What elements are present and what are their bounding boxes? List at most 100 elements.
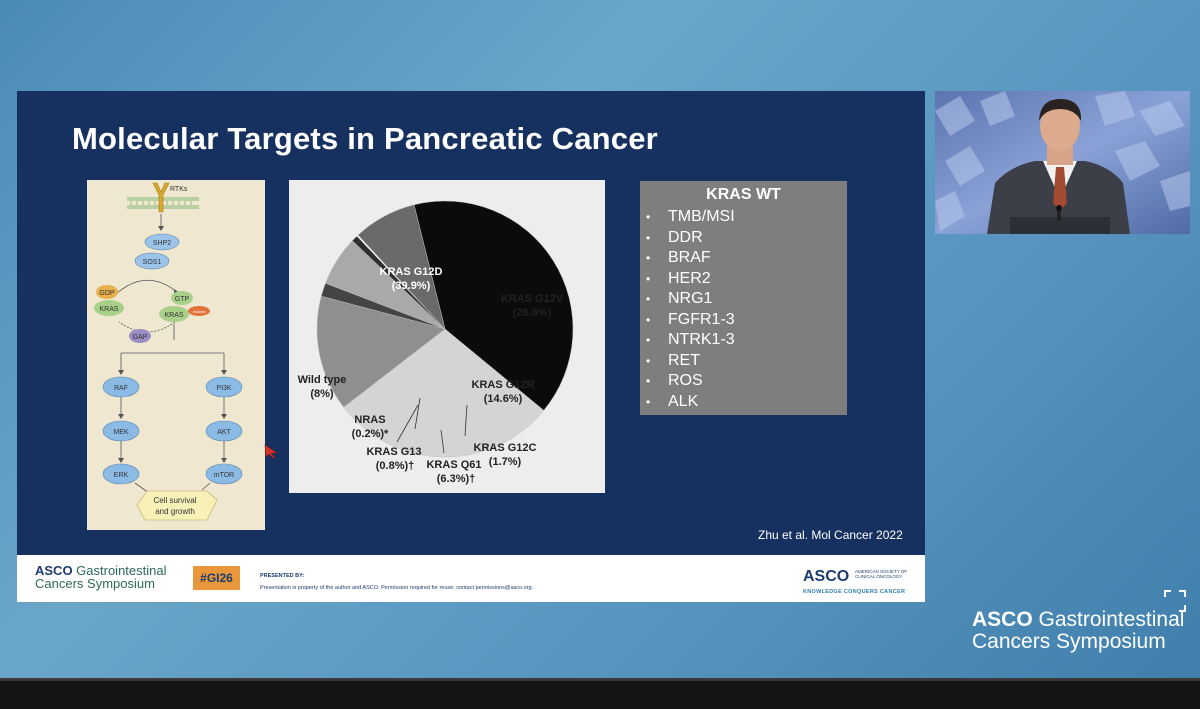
kras-wt-item-label: NTRK1-3 bbox=[668, 331, 735, 348]
erk-node bbox=[102, 463, 140, 485]
pie-label-g12r-name: KRAS G12R bbox=[472, 379, 535, 391]
bullet-icon: • bbox=[646, 210, 651, 224]
outcome-line1: Cell survival bbox=[153, 496, 196, 505]
kras-gdp-label: KRAS bbox=[99, 306, 118, 313]
kras-wt-item-label: FGFR1-3 bbox=[668, 310, 735, 328]
pie-label-q61-name: KRAS Q61 bbox=[426, 459, 481, 471]
kras-pie-chart-panel: KRAS G12D (39.9%) KRAS G12V (28.6%) KRAS… bbox=[289, 180, 605, 493]
pie-label-g12d-name: KRAS G12D bbox=[380, 266, 443, 278]
pie-label-g12r-pct: (14.6%) bbox=[484, 393, 523, 405]
raf-label: RAF bbox=[114, 385, 128, 392]
pie-label-g12v-pct: (28.6%) bbox=[513, 307, 552, 319]
presented-by: PRESENTED BY: bbox=[260, 573, 305, 579]
pie-label-q61-pct: (6.3%)† bbox=[437, 473, 476, 485]
slide-title: Molecular Targets in Pancreatic Cancer bbox=[72, 121, 658, 156]
video-bottom-bar bbox=[0, 678, 1200, 709]
pie-label-wt-pct: (8%) bbox=[310, 388, 334, 400]
kras-wt-item: • DDR bbox=[646, 228, 735, 249]
brand-line2: Cancers Symposium bbox=[972, 630, 1166, 653]
shp2-label: SHP2 bbox=[153, 240, 171, 247]
brand-bold: ASCO bbox=[972, 608, 1033, 631]
kras-wt-item: • NRG1 bbox=[646, 289, 735, 310]
mutant-node bbox=[188, 306, 210, 316]
mtor-label: mTOR bbox=[214, 472, 234, 479]
pie-label-nras-pct: (0.2%)* bbox=[352, 428, 389, 440]
pie-label-wt-name: Wild type bbox=[298, 374, 347, 386]
pie-label-g12c-name: KRAS G12C bbox=[474, 442, 537, 454]
gtp-node bbox=[171, 291, 193, 305]
sos1-label: SOS1 bbox=[143, 259, 162, 266]
bullet-icon: • bbox=[646, 271, 651, 286]
footer-brand-line2: Cancers Symposium bbox=[35, 576, 155, 591]
kras-wt-item: • TMB/MSI bbox=[646, 207, 735, 228]
kras-wt-item: • BRAF bbox=[646, 248, 735, 269]
bullet-icon: • bbox=[646, 353, 651, 368]
kras-pie-chart: KRAS G12D (39.9%) KRAS G12V (28.6%) KRAS… bbox=[298, 200, 574, 485]
pie-label-nras-name: NRAS bbox=[354, 414, 385, 426]
outcome-node bbox=[136, 490, 218, 521]
mek-label: MEK bbox=[113, 429, 129, 436]
kras-wt-item-label: DDR bbox=[668, 228, 703, 246]
kras-wt-item: • RET bbox=[646, 351, 735, 372]
gap-node bbox=[129, 329, 151, 343]
bullet-icon: • bbox=[646, 394, 651, 409]
bullet-icon: • bbox=[646, 312, 651, 327]
pie-slice-kras-g12d bbox=[413, 200, 574, 411]
footer-asco-subtitle: AMERICAN SOCIETY OF CLINICAL ONCOLOGY bbox=[855, 569, 908, 579]
speaker-video bbox=[935, 91, 1190, 234]
kras-wt-title: KRAS WT bbox=[706, 186, 781, 203]
footer-brand-bold: ASCO bbox=[35, 563, 73, 578]
gdp-label: GDP bbox=[99, 290, 115, 297]
rtk-receptor-icon bbox=[152, 182, 170, 213]
brand-line1-rest: Gastrointestinal bbox=[1032, 608, 1185, 631]
kras-wt-list: • TMB/MSI • DDR • BRAF • HER2 • NRG1 • FGFR1-3 • NTRK… bbox=[646, 207, 735, 412]
bullet-icon: • bbox=[646, 251, 651, 265]
gdp-node bbox=[96, 285, 118, 299]
footer-note: Presentation is property of the author a… bbox=[260, 585, 534, 591]
hashtag-badge: #GI26 bbox=[193, 566, 240, 590]
kras-wt-item: • FGFR1-3 bbox=[646, 310, 735, 331]
pie-label-g12c-pct: (1.7%) bbox=[489, 456, 522, 468]
mutant-label: mutant bbox=[193, 309, 206, 314]
kras-wt-item-label: ALK bbox=[668, 392, 699, 410]
footer-motto: KNOWLEDGE CONQUERS CANCER bbox=[803, 589, 906, 595]
kras-wt-item-label: RET bbox=[668, 351, 700, 369]
mtor-node bbox=[205, 463, 243, 485]
kras-wt-item: • HER2 bbox=[646, 269, 735, 290]
footer-brand-rest: Gastrointestinal bbox=[72, 563, 167, 578]
outcome-line2: and growth bbox=[155, 507, 195, 516]
pie-slice-wild-type bbox=[357, 204, 446, 330]
kras-wt-item-label: ROS bbox=[668, 372, 703, 389]
pie-label-g12v-name: KRAS G12V bbox=[501, 293, 564, 305]
kras-gtp-node bbox=[159, 306, 189, 322]
kras-wt-box: KRAS WT • TMB/MSI • DDR • BRAF • HER2 • NRG1 • FGFR… bbox=[640, 181, 847, 415]
kras-wt-item: • NTRK1-3 bbox=[646, 330, 735, 351]
sos1-node bbox=[134, 252, 170, 270]
fullscreen-corner-icon[interactable] bbox=[1164, 590, 1186, 617]
shp2-node bbox=[144, 233, 180, 251]
footer-asco-logo: ASCO bbox=[803, 568, 850, 585]
pie-slice-kras-g12v bbox=[343, 328, 545, 458]
pathway-svg: RTKs SHP2 SOS1 GDP KRAS bbox=[94, 182, 243, 521]
rtks-label: RTKs bbox=[170, 186, 188, 193]
pie-label-g13-name: KRAS G13 bbox=[366, 446, 421, 458]
kras-wt-item-label: NRG1 bbox=[668, 290, 713, 307]
mouse-cursor-icon bbox=[263, 443, 279, 464]
bullet-icon: • bbox=[646, 292, 651, 306]
presentation-slide: Molecular Targets in Pancreatic Cancer bbox=[17, 91, 925, 602]
gap-label: GAP bbox=[133, 334, 148, 341]
kras-wt-item: • ALK bbox=[646, 392, 735, 413]
speaker-video-image bbox=[935, 91, 1190, 234]
symposium-brand: ASCO Gastrointestinal Cancers Symposium bbox=[972, 609, 1184, 653]
bullet-icon: • bbox=[646, 230, 651, 245]
kras-wt-item-label: HER2 bbox=[668, 269, 711, 287]
kras-gdp-node bbox=[94, 300, 124, 316]
slide-footer: ASCO Gastrointestinal Cancers Symposium … bbox=[17, 555, 925, 602]
pie-label-g12d-pct: (39.9%) bbox=[392, 280, 431, 292]
kras-pathway-diagram: RTKs SHP2 SOS1 GDP KRAS bbox=[87, 180, 265, 530]
kras-wt-item-label: BRAF bbox=[668, 249, 711, 266]
pie-slice-kras-g12r bbox=[316, 295, 446, 408]
kras-wt-item: • ROS bbox=[646, 371, 735, 392]
akt-label: AKT bbox=[217, 429, 231, 436]
bullet-icon: • bbox=[646, 374, 651, 388]
